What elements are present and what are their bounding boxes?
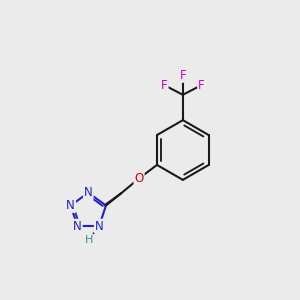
Text: N: N (66, 199, 75, 212)
Text: F: F (198, 79, 205, 92)
Text: N: N (84, 186, 93, 199)
Text: O: O (134, 172, 144, 185)
Text: F: F (179, 69, 186, 82)
Text: H: H (85, 235, 93, 244)
Text: N: N (95, 220, 103, 233)
Text: N: N (73, 220, 82, 233)
Text: F: F (161, 79, 168, 92)
